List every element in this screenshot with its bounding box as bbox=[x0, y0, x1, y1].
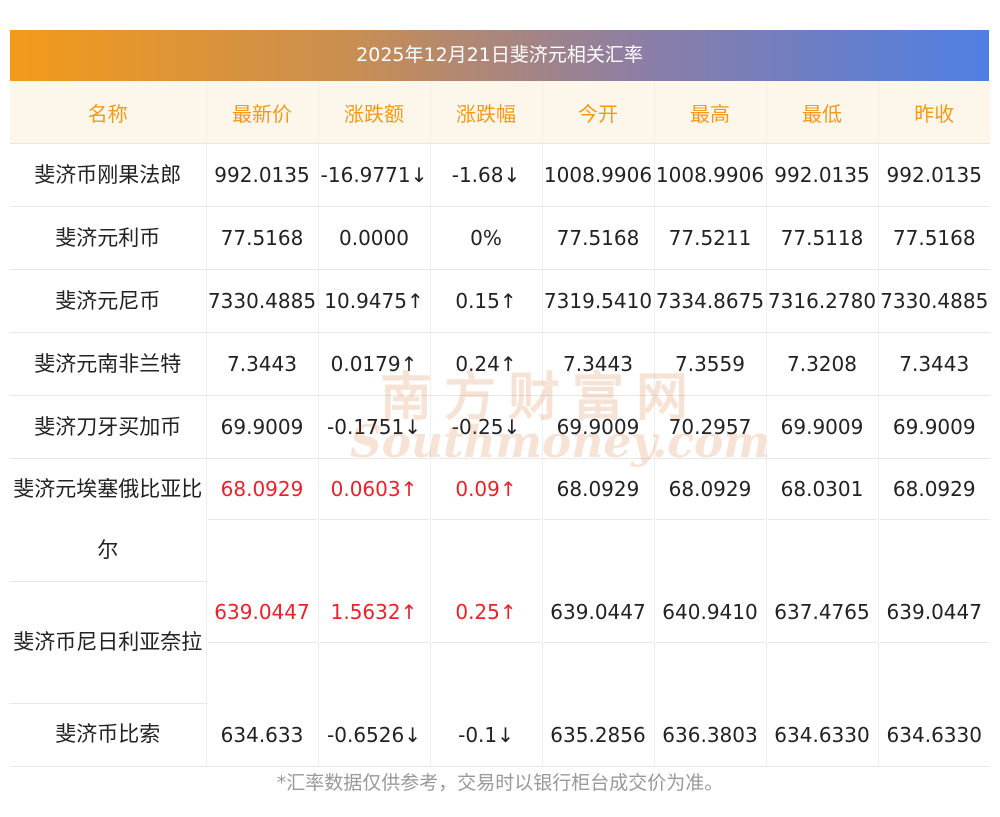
currency-name-cell: 斐济元利币 bbox=[10, 206, 207, 270]
change-pct-cell: 0.24↑ bbox=[430, 332, 543, 396]
high-cell: 70.2957 bbox=[654, 395, 767, 459]
currency-name-cell: 斐济刀牙买加币 bbox=[10, 395, 207, 459]
change-pct-cell-value: 0.25↑ bbox=[431, 582, 541, 643]
change-cell-value: 1.5632↑ bbox=[319, 582, 429, 643]
latest-cell-value: 639.0447 bbox=[207, 582, 317, 643]
table-row: 斐济元利币 77.5168 0.0000 0% 77.5168 77.5211 77.511… bbox=[10, 206, 990, 270]
table-row: 斐济币刚果法郎 992.0135 -16.9771↓ -1.68↓ 1008.9906 1… bbox=[10, 143, 990, 207]
change-pct-cell: 0.25↑ bbox=[430, 581, 543, 704]
header-high: 最高 bbox=[654, 81, 767, 144]
prev-close-cell: 634.6330 bbox=[878, 703, 990, 767]
open-cell: 69.9009 bbox=[542, 395, 655, 459]
low-cell-value: 637.4765 bbox=[767, 582, 877, 643]
open-cell: 639.0447 bbox=[542, 581, 655, 704]
open-cell: 635.2856 bbox=[542, 703, 655, 767]
open-cell: 77.5168 bbox=[542, 206, 655, 270]
prev-close-cell: 7.3443 bbox=[878, 332, 990, 396]
open-cell: 1008.9906 bbox=[542, 143, 655, 207]
header-row: 名称 最新价 涨跌额 涨跌幅 今开 最高 最低 昨收 bbox=[10, 81, 990, 144]
low-cell: 634.6330 bbox=[766, 703, 879, 767]
change-cell: 0.0603↑ bbox=[318, 458, 431, 582]
change-pct-cell-value: 0.09↑ bbox=[431, 459, 541, 520]
change-pct-cell: 0.15↑ bbox=[430, 269, 543, 333]
low-cell: 7316.2780 bbox=[766, 269, 879, 333]
high-cell: 636.3803 bbox=[654, 703, 767, 767]
open-cell-value: 68.0929 bbox=[543, 459, 653, 520]
low-cell: 69.9009 bbox=[766, 395, 879, 459]
high-cell: 7.3559 bbox=[654, 332, 767, 396]
prev-close-cell: 7330.4885 bbox=[878, 269, 990, 333]
latest-cell: 77.5168 bbox=[206, 206, 319, 270]
change-cell: -0.6526↓ bbox=[318, 703, 431, 767]
change-cell: -16.9771↓ bbox=[318, 143, 431, 207]
change-cell: -0.1751↓ bbox=[318, 395, 431, 459]
latest-cell: 992.0135 bbox=[206, 143, 319, 207]
prev-close-cell: 992.0135 bbox=[878, 143, 990, 207]
currency-name-cell: 斐济元埃塞俄比亚比尔 bbox=[10, 458, 207, 582]
change-cell: 0.0000 bbox=[318, 206, 431, 270]
prev-close-cell: 69.9009 bbox=[878, 395, 990, 459]
change-pct-cell: -1.68↓ bbox=[430, 143, 543, 207]
currency-name-cell: 斐济元尼币 bbox=[10, 269, 207, 333]
table-row: 斐济币比索 634.633 -0.6526↓ -0.1↓ 635.2856 636.380… bbox=[10, 703, 990, 767]
header-change: 涨跌额 bbox=[318, 81, 431, 144]
latest-cell: 7.3443 bbox=[206, 332, 319, 396]
latest-cell: 68.0929 bbox=[206, 458, 319, 582]
change-pct-cell: -0.1↓ bbox=[430, 703, 543, 767]
change-pct-cell: 0.09↑ bbox=[430, 458, 543, 582]
table-row: 斐济元埃塞俄比亚比尔 68.0929 0.0603↑ 0.09↑ 68.0929 68.0… bbox=[10, 458, 990, 582]
high-cell: 7334.8675 bbox=[654, 269, 767, 333]
prev-close-cell-value: 639.0447 bbox=[879, 582, 989, 643]
header-prev-close: 昨收 bbox=[878, 81, 990, 144]
header-low: 最低 bbox=[766, 81, 879, 144]
header-open: 今开 bbox=[542, 81, 655, 144]
open-cell: 7319.5410 bbox=[542, 269, 655, 333]
prev-close-cell: 68.0929 bbox=[878, 459, 990, 582]
high-cell: 640.9410 bbox=[654, 581, 767, 704]
low-cell: 992.0135 bbox=[766, 143, 879, 207]
open-cell: 7.3443 bbox=[542, 332, 655, 396]
table-row: 斐济币尼日利亚奈拉 639.0447 1.5632↑ 0.25↑ 639.0447 640… bbox=[10, 581, 990, 704]
high-cell: 1008.9906 bbox=[654, 143, 767, 207]
currency-name-cell: 斐济币刚果法郎 bbox=[10, 143, 207, 207]
change-cell: 10.9475↑ bbox=[318, 269, 431, 333]
disclaimer-footer: *汇率数据仅供参考，交易时以银行柜台成交价为准。 bbox=[276, 772, 724, 794]
prev-close-cell-value: 68.0929 bbox=[879, 459, 989, 520]
latest-cell: 634.633 bbox=[206, 703, 319, 767]
low-cell-value: 68.0301 bbox=[767, 459, 877, 520]
currency-name-cell: 斐济币尼日利亚奈拉 bbox=[10, 581, 207, 704]
high-cell: 77.5211 bbox=[654, 206, 767, 270]
change-cell-value: 0.0603↑ bbox=[319, 459, 429, 520]
prev-close-cell: 639.0447 bbox=[878, 582, 990, 704]
open-cell: 68.0929 bbox=[542, 458, 655, 582]
high-cell-value: 640.9410 bbox=[655, 582, 765, 643]
change-pct-cell: 0% bbox=[430, 206, 543, 270]
high-cell: 68.0929 bbox=[654, 458, 767, 582]
table-title: 2025年12月21日斐济元相关汇率 bbox=[10, 30, 989, 81]
change-cell: 0.0179↑ bbox=[318, 332, 431, 396]
table-row: 斐济元尼币 7330.4885 10.9475↑ 0.15↑ 7319.5410 7334… bbox=[10, 269, 990, 333]
low-cell: 7.3208 bbox=[766, 332, 879, 396]
header-name: 名称 bbox=[10, 81, 207, 144]
prev-close-cell: 77.5168 bbox=[878, 206, 990, 270]
open-cell-value: 639.0447 bbox=[543, 582, 653, 643]
high-cell-value: 68.0929 bbox=[655, 459, 765, 520]
latest-cell: 69.9009 bbox=[206, 395, 319, 459]
table-row: 斐济元南非兰特 7.3443 0.0179↑ 0.24↑ 7.3443 7.3559 7.3… bbox=[10, 332, 990, 396]
header-change-pct: 涨跌幅 bbox=[430, 81, 543, 144]
table-row: 斐济刀牙买加币 69.9009 -0.1751↓ -0.25↓ 69.9009 70.29… bbox=[10, 395, 990, 459]
latest-cell: 7330.4885 bbox=[206, 269, 319, 333]
change-pct-cell: -0.25↓ bbox=[430, 395, 543, 459]
header-latest: 最新价 bbox=[206, 81, 319, 144]
currency-name-cell: 斐济元南非兰特 bbox=[10, 332, 207, 396]
latest-cell-value: 68.0929 bbox=[207, 459, 317, 520]
low-cell: 637.4765 bbox=[766, 581, 879, 704]
low-cell: 77.5118 bbox=[766, 206, 879, 270]
rate-table-container: 2025年12月21日斐济元相关汇率 名称 最新价 涨跌额 涨跌幅 今开 最高 … bbox=[10, 30, 990, 767]
change-cell: 1.5632↑ bbox=[318, 581, 431, 704]
low-cell: 68.0301 bbox=[766, 458, 879, 582]
currency-name-cell: 斐济币比索 bbox=[10, 703, 207, 767]
latest-cell: 639.0447 bbox=[206, 581, 319, 704]
exchange-rate-table: 名称 最新价 涨跌额 涨跌幅 今开 最高 最低 昨收 斐济币刚果法郎 992.01… bbox=[10, 81, 990, 767]
